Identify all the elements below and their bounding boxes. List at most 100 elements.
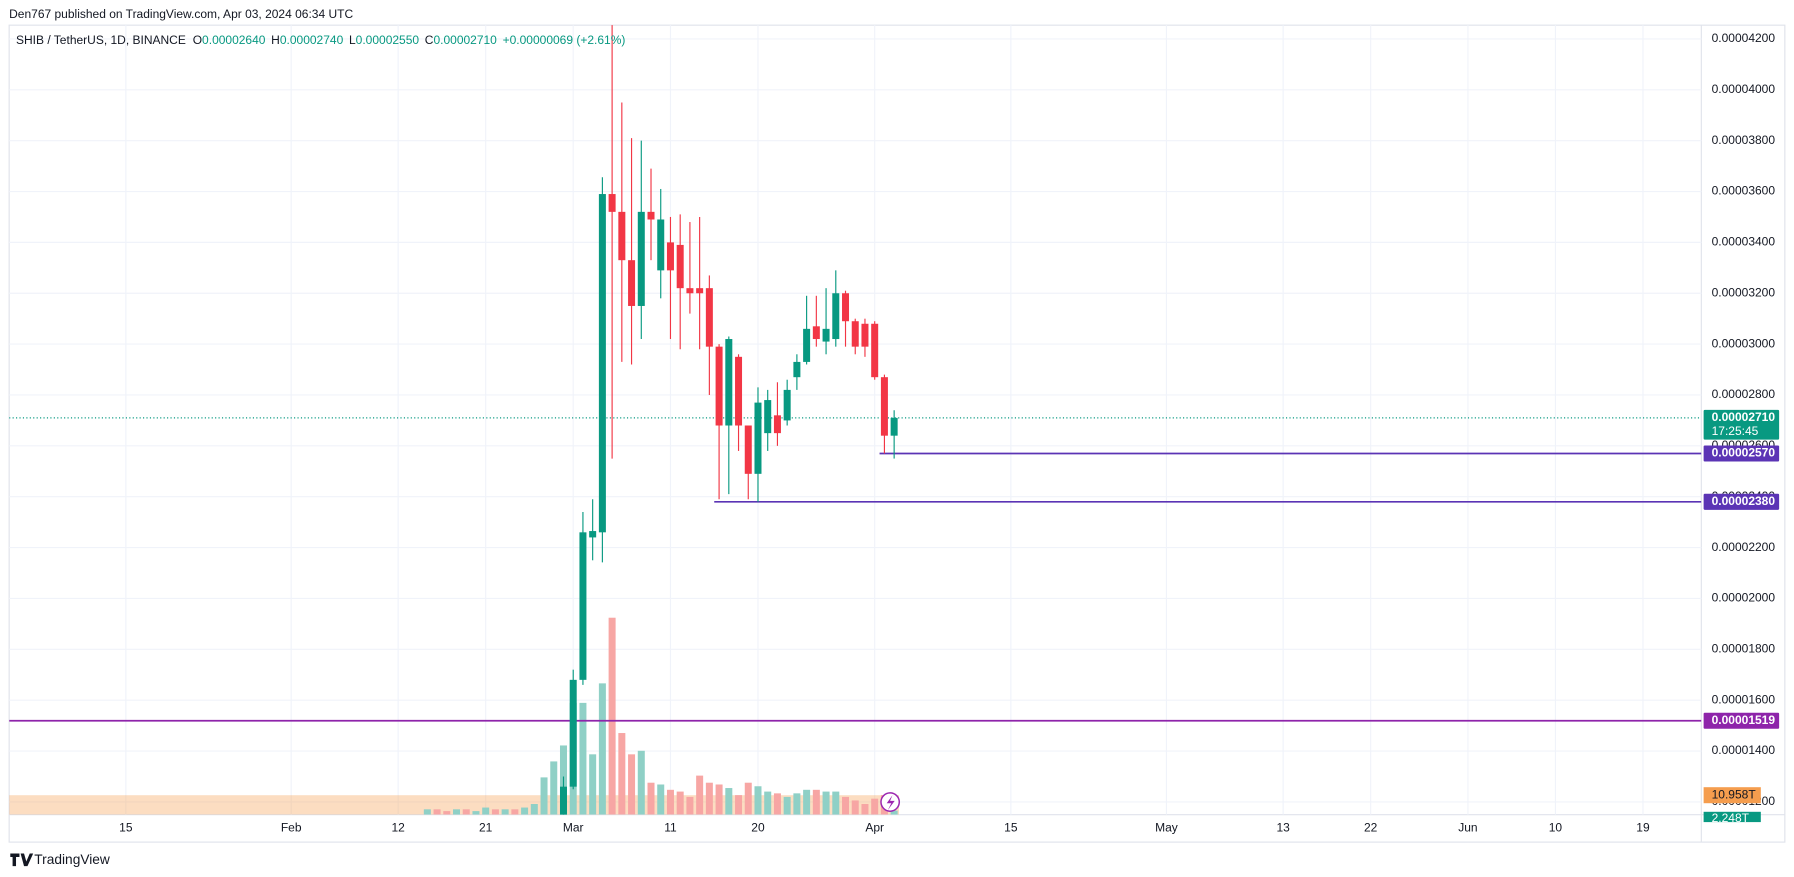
- candle-body: [773, 415, 781, 434]
- candle-body: [686, 288, 694, 294]
- x-tick-label: 15: [119, 821, 133, 835]
- volume-bar: [657, 784, 665, 815]
- volume-bar: [453, 809, 461, 815]
- candle-body: [647, 211, 655, 220]
- level-tag-bg: [1703, 712, 1780, 729]
- volume-last-label: 2.248T: [1712, 811, 1750, 825]
- volume-bar: [589, 754, 597, 815]
- volume-bar: [608, 617, 616, 815]
- legend-key: O: [193, 33, 202, 47]
- y-tick-label: 0.00003000: [1712, 336, 1776, 350]
- volume-bar: [744, 782, 752, 815]
- candle-body: [657, 219, 665, 271]
- level-tag-bg: [1703, 493, 1780, 510]
- candle-body: [880, 377, 888, 436]
- x-tick-label: Feb: [281, 821, 302, 835]
- volume-bar: [871, 798, 879, 815]
- y-tick-label: 0.00002200: [1712, 540, 1776, 554]
- x-tick-label: Apr: [865, 821, 884, 835]
- candle-body: [803, 328, 811, 362]
- volume-bar: [890, 810, 898, 815]
- level-label: 0.00002570: [1712, 446, 1776, 460]
- legend: SHIB / TetherUS, 1D, BINANCE O0.00002640 H…: [16, 33, 625, 47]
- candle-body: [608, 194, 616, 212]
- y-tick-label: 0.00003200: [1712, 285, 1776, 299]
- volume-bar: [501, 809, 509, 815]
- candle-body: [754, 402, 762, 474]
- candle-body: [842, 293, 850, 322]
- volume-bar: [842, 796, 850, 815]
- y-tick-label: 0.00001400: [1712, 743, 1776, 757]
- x-tick-label: 12: [391, 821, 405, 835]
- volume-bar: [443, 811, 451, 815]
- event-icon-bolt: [886, 795, 895, 811]
- volume-bar: [598, 683, 606, 815]
- volume-bar: [832, 791, 840, 815]
- level-tag-bg: [1703, 445, 1780, 462]
- x-tick-label: 11: [664, 821, 677, 835]
- logo-mark: [10, 853, 34, 867]
- y-tick-label: 0.00003600: [1712, 184, 1776, 198]
- candle-body: [812, 326, 820, 340]
- y-tick-label: 0.00002800: [1712, 387, 1776, 401]
- candle-body: [890, 417, 898, 436]
- x-tick-label: May: [1155, 821, 1178, 835]
- volume-ma-label: 10.958T: [1712, 787, 1757, 801]
- volume-bar: [521, 807, 529, 815]
- volume-bar: [725, 788, 733, 815]
- legend-value: 0.00002740: [280, 33, 344, 47]
- volume-bar: [696, 775, 704, 815]
- volume-bar: [472, 811, 480, 815]
- x-tick-label: 13: [1276, 821, 1290, 835]
- x-tick-label: 21: [479, 821, 493, 835]
- y-tick-label: 0.00001600: [1712, 692, 1776, 706]
- x-tick-label: 19: [1636, 821, 1650, 835]
- y-tick-label: 0.00004200: [1712, 31, 1776, 45]
- volume-bar: [423, 809, 431, 815]
- legend-key: L: [349, 33, 356, 47]
- volume-bar: [861, 803, 869, 815]
- candle-body: [783, 389, 791, 421]
- level-label: 0.00001519: [1712, 713, 1776, 727]
- volume-ma-tag-bg: [1703, 787, 1761, 804]
- x-tick-label: 22: [1364, 821, 1378, 835]
- candle-body: [861, 323, 869, 347]
- symbol: SHIB / TetherUS, 1D, BINANCE: [16, 33, 186, 47]
- candle-body: [628, 260, 636, 306]
- candle-body: [871, 323, 879, 378]
- volume-bar: [803, 789, 811, 815]
- candle-body: [705, 288, 713, 347]
- brand: TradingView: [34, 852, 110, 867]
- volume-bar: [764, 791, 772, 815]
- volume-bar: [511, 809, 519, 815]
- x-tick-label: 15: [1004, 821, 1018, 835]
- volume-bar: [482, 807, 490, 815]
- last-price-tag-bg: [1703, 409, 1780, 440]
- candle-body: [618, 211, 626, 261]
- volume-bar: [647, 782, 655, 815]
- volume-bar: [628, 754, 636, 815]
- volume-bar: [540, 777, 548, 815]
- volume-bar: [793, 793, 801, 815]
- axes: 15 Feb 12 21 Mar 11 20 Apr 15 May 13 22 Jun 10 19 0.000…: [119, 31, 1780, 835]
- candle-body: [832, 293, 840, 340]
- volume-bar: [812, 789, 820, 815]
- countdown: 17:25:45: [1712, 424, 1759, 438]
- volume-bar: [530, 803, 538, 815]
- x-tick-label: 10: [1549, 821, 1563, 835]
- volume-bar: [433, 809, 441, 815]
- volume-bar: [618, 733, 626, 815]
- candle-body: [559, 786, 567, 815]
- y-tick-label: 0.00004000: [1712, 82, 1776, 96]
- volume-bar: [735, 795, 743, 815]
- candle-body: [637, 211, 645, 306]
- legend-key: C: [425, 33, 434, 47]
- x-tick-label: 20: [751, 821, 765, 835]
- volume-bar: [462, 809, 470, 815]
- last-price-label: 0.00002710: [1712, 410, 1776, 424]
- legend-value: 0.00002640: [202, 33, 266, 47]
- plot-area: [9, 25, 1702, 815]
- candle-body: [764, 400, 772, 434]
- candle-body: [598, 194, 606, 533]
